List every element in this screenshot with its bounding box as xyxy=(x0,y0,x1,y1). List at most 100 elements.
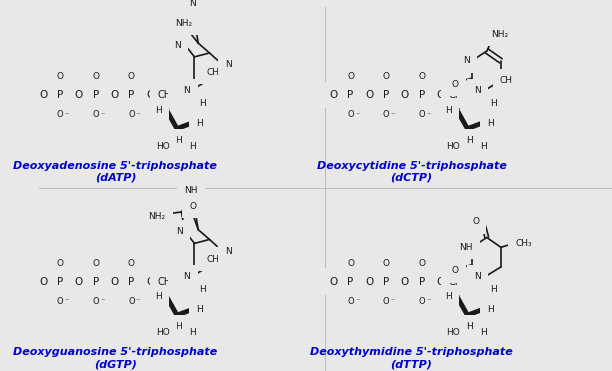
Text: O: O xyxy=(128,72,135,81)
Text: ⁻: ⁻ xyxy=(100,297,105,306)
Text: HO: HO xyxy=(156,142,170,151)
Text: P: P xyxy=(128,277,135,287)
Text: ⁻: ⁻ xyxy=(100,110,105,119)
Text: P: P xyxy=(92,90,99,100)
Text: O: O xyxy=(57,72,64,81)
Text: CH₂: CH₂ xyxy=(449,90,466,100)
Text: N: N xyxy=(225,60,231,69)
Text: NH: NH xyxy=(184,186,198,195)
Text: ⁻: ⁻ xyxy=(355,110,359,119)
Text: Deoxyadenosine 5'-triphosphate: Deoxyadenosine 5'-triphosphate xyxy=(13,161,217,171)
Text: H: H xyxy=(480,328,487,337)
Text: O: O xyxy=(382,72,390,81)
Text: O: O xyxy=(466,90,475,100)
Text: H: H xyxy=(466,322,472,331)
Text: O: O xyxy=(383,110,389,119)
Text: O: O xyxy=(347,259,354,267)
Text: H: H xyxy=(155,106,162,115)
Text: P: P xyxy=(419,90,425,100)
Text: P: P xyxy=(348,90,354,100)
Text: N: N xyxy=(184,86,190,95)
Text: H: H xyxy=(490,99,497,108)
Text: H: H xyxy=(176,322,182,331)
Text: O: O xyxy=(75,90,83,100)
Text: O: O xyxy=(128,259,135,267)
Text: P: P xyxy=(383,277,389,287)
Text: O: O xyxy=(110,277,119,287)
Text: N: N xyxy=(174,40,181,50)
Text: ⁻: ⁻ xyxy=(390,297,395,306)
Text: O: O xyxy=(146,90,154,100)
Text: H: H xyxy=(446,106,452,115)
Text: P: P xyxy=(419,277,425,287)
Text: O: O xyxy=(383,297,389,306)
Text: N: N xyxy=(474,86,481,95)
Text: H: H xyxy=(487,119,494,128)
Text: O: O xyxy=(189,201,196,211)
Text: H: H xyxy=(196,119,203,128)
Text: O: O xyxy=(419,297,425,306)
Text: H: H xyxy=(176,136,182,145)
Text: H: H xyxy=(155,292,162,301)
Text: ⁻: ⁻ xyxy=(426,297,430,306)
Text: ⁻: ⁻ xyxy=(136,297,140,306)
Text: (dCTP): (dCTP) xyxy=(390,173,433,183)
Text: ⁻: ⁻ xyxy=(426,110,430,119)
Text: Deoxyguanosine 5'-triphosphate: Deoxyguanosine 5'-triphosphate xyxy=(13,347,217,357)
Text: O: O xyxy=(436,90,445,100)
Text: N: N xyxy=(184,272,190,281)
Text: N: N xyxy=(189,0,196,9)
Text: H: H xyxy=(190,142,196,151)
Text: O: O xyxy=(382,259,390,267)
Text: H: H xyxy=(490,285,497,294)
Text: O: O xyxy=(92,72,99,81)
Text: P: P xyxy=(383,90,389,100)
Text: O: O xyxy=(452,266,458,275)
Text: O: O xyxy=(92,110,99,119)
Text: HO: HO xyxy=(156,328,170,337)
Text: O: O xyxy=(418,72,425,81)
Text: O: O xyxy=(466,277,475,287)
Text: O: O xyxy=(436,277,445,287)
Text: O: O xyxy=(365,277,373,287)
Text: P: P xyxy=(57,90,63,100)
Text: H: H xyxy=(446,292,452,301)
Text: CH₂: CH₂ xyxy=(158,277,176,287)
Text: O: O xyxy=(146,277,154,287)
Text: CH: CH xyxy=(500,76,513,85)
Text: O: O xyxy=(419,110,425,119)
Text: O: O xyxy=(347,72,354,81)
Text: H: H xyxy=(196,305,203,314)
Text: O: O xyxy=(347,110,354,119)
Text: HO: HO xyxy=(447,328,460,337)
Text: ⁻: ⁻ xyxy=(390,110,395,119)
Text: O: O xyxy=(57,110,64,119)
Text: N: N xyxy=(474,272,481,281)
Text: P: P xyxy=(57,277,63,287)
Text: P: P xyxy=(348,277,354,287)
Text: O: O xyxy=(330,277,338,287)
Text: ⁻: ⁻ xyxy=(64,297,69,306)
Text: CH: CH xyxy=(207,68,220,77)
Text: NH₂: NH₂ xyxy=(491,30,509,39)
Text: O: O xyxy=(401,277,409,287)
Text: CH: CH xyxy=(207,255,220,263)
Text: NH₂: NH₂ xyxy=(174,19,192,28)
Text: O: O xyxy=(57,297,64,306)
Text: ⁻: ⁻ xyxy=(355,297,359,306)
Text: CH₂: CH₂ xyxy=(158,90,176,100)
Text: O: O xyxy=(39,90,47,100)
Text: Deoxycytidine 5'-triphosphate: Deoxycytidine 5'-triphosphate xyxy=(316,161,506,171)
Text: O: O xyxy=(472,217,479,226)
Text: ⁻: ⁻ xyxy=(136,110,140,119)
Text: O: O xyxy=(176,277,184,287)
Text: O: O xyxy=(39,277,47,287)
Text: (dATP): (dATP) xyxy=(95,173,136,183)
Text: P: P xyxy=(92,277,99,287)
Text: H: H xyxy=(466,136,472,145)
Text: NH: NH xyxy=(460,243,473,252)
Text: O: O xyxy=(401,90,409,100)
Text: H: H xyxy=(487,305,494,314)
Text: O: O xyxy=(365,90,373,100)
Text: Deoxythymidine 5'-triphosphate: Deoxythymidine 5'-triphosphate xyxy=(310,347,513,357)
